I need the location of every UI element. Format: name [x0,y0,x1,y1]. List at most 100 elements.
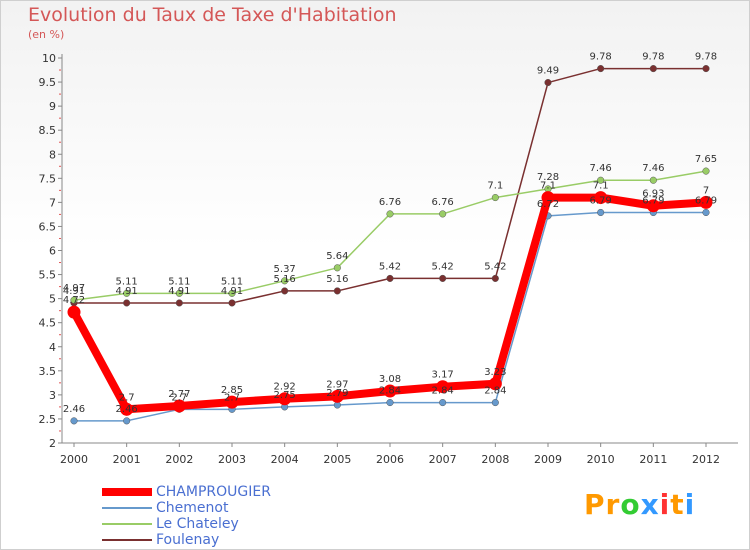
data-label: 7.1 [593,181,609,192]
x-tick-label: 2003 [218,453,246,466]
data-label: 5.11 [168,276,190,287]
data-point [383,384,397,398]
y-tick-label: 7 [49,196,56,209]
logo-letter: o [620,488,641,521]
y-tick-label: 10 [42,52,56,65]
data-point [702,167,710,175]
data-label: 5.11 [221,276,243,287]
data-point [386,274,394,282]
x-tick-label: 2011 [639,453,667,466]
data-point [594,191,608,205]
y-tick-label: 9 [49,100,56,113]
y-tick-label: 4.5 [39,317,57,330]
data-point [123,417,131,425]
logo-letter: P [584,488,606,521]
data-point [386,210,394,218]
data-label: 6.93 [642,189,664,200]
data-label: 2.46 [116,404,138,415]
data-point [646,199,660,213]
x-tick-label: 2000 [60,453,88,466]
data-label: 4.72 [63,295,85,306]
data-label: 6.76 [432,197,454,208]
x-tick-label: 2005 [323,453,351,466]
data-label: 3.08 [379,374,401,385]
data-label: 5.11 [116,276,138,287]
y-tick-label: 8 [49,148,56,161]
data-point [120,402,134,416]
data-label: 4.97 [63,283,85,294]
x-tick-label: 2008 [481,453,509,466]
data-point [491,194,499,202]
data-point [541,191,555,205]
x-tick-label: 2012 [692,453,720,466]
data-point [175,299,183,307]
data-label: 2.92 [274,382,296,393]
data-label: 2.97 [326,379,348,390]
data-point [702,65,710,73]
data-label: 2.7 [224,392,240,403]
data-label: 2.46 [63,404,85,415]
y-tick-label: 8.5 [39,124,57,137]
data-label: 5.64 [326,251,348,262]
data-point [333,264,341,272]
y-tick-label: 3 [49,389,56,402]
chart-unit-label: (en %) [28,28,65,41]
data-point [439,274,447,282]
y-tick-label: 2 [49,437,56,450]
data-point [70,296,78,304]
legend-swatch [102,507,152,509]
data-point [649,65,657,73]
y-tick-label: 6.5 [39,220,57,233]
data-point [597,65,605,73]
y-tick-label: 2.5 [39,413,57,426]
series-layer [67,65,713,425]
logo-letter: t [670,488,685,521]
data-label: 2.7 [119,392,135,403]
legend-swatch [102,523,152,525]
data-label: 5.16 [326,274,348,285]
data-point [281,287,289,295]
x-tick-label: 2002 [165,453,193,466]
data-point [67,305,81,319]
data-label: 7.1 [487,181,503,192]
y-tick-label: 9.5 [39,76,57,89]
data-point [281,277,289,285]
logo-letter: r [605,488,621,521]
y-tick-label: 7.5 [39,172,57,185]
legend-label: Chemenot [156,500,229,516]
x-tick-label: 2001 [113,453,141,466]
data-label: 4.91 [168,286,190,297]
y-tick-label: 6 [49,245,56,258]
data-label: 4.91 [63,286,85,297]
data-point [597,176,605,184]
data-label: 5.16 [274,274,296,285]
data-label: 6.72 [537,199,559,210]
data-point [702,208,710,217]
data-label: 7.46 [642,163,664,174]
data-point [172,399,186,413]
data-point [330,389,344,403]
legend-swatch [102,488,152,496]
logo-letter: i [659,488,671,521]
data-point [649,176,657,184]
data-point [488,377,502,391]
data-label: 2.75 [274,390,296,401]
x-tick-label: 2010 [587,453,615,466]
data-point [597,208,605,217]
data-label: 3.23 [484,367,506,378]
data-label: 4.91 [116,286,138,297]
x-tick-label: 2009 [534,453,562,466]
data-label: 3.17 [432,370,454,381]
data-label: 7.65 [695,154,717,165]
chart-title: Evolution du Taux de Taxe d'Habitation [28,4,397,26]
data-point [439,399,447,407]
data-labels-layer: 4.722.7 2.77 2.85 2.92 2.97 3.08 3.17 3.237.1 7.… [63,52,717,415]
data-label: 5.37 [274,264,296,275]
data-label: 7 [703,185,709,196]
data-label: 6.79 [695,195,717,206]
data-label: 9.78 [590,52,612,63]
y-tick-label: 4 [49,341,56,354]
legend-label: Foulenay [156,532,220,548]
